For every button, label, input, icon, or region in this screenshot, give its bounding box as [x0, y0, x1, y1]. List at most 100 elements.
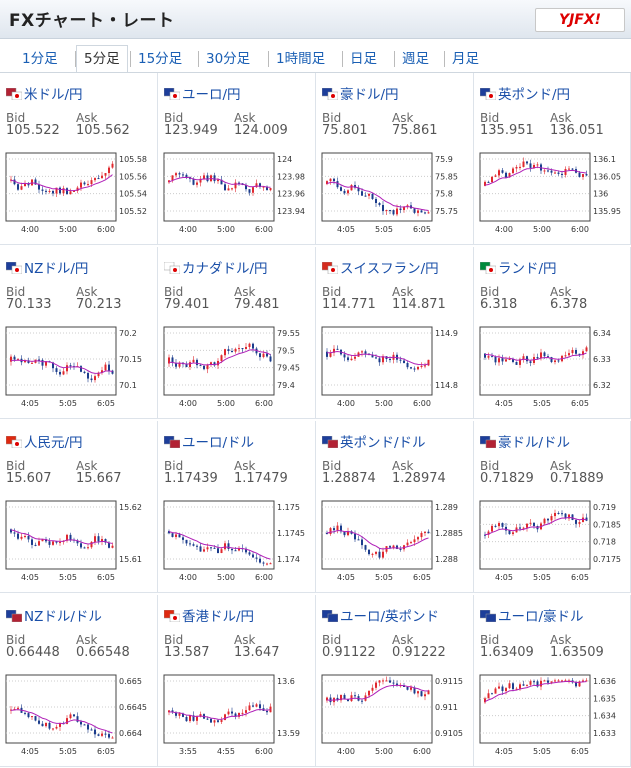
ask-label: Ask	[234, 285, 256, 299]
rate-card[interactable]: ユーロ/円 Bid Ask 123.949 124.009 124 123.98 123.96…	[158, 73, 316, 245]
tab-4[interactable]: 30分足	[206, 51, 251, 67]
pair-link[interactable]: ランド/円	[479, 257, 557, 277]
bid-label: Bid	[6, 633, 26, 647]
candlestick-chart[interactable]: 124 123.98 123.96 123.94 4:00 5:00 6:00	[162, 151, 312, 241]
candlestick-chart[interactable]: 6.34 6.33 6.32 4:05 5:05 6:05	[478, 325, 628, 415]
flag-ch-jp-icon	[321, 261, 339, 275]
candle-body	[192, 178, 195, 185]
candle-body	[491, 176, 493, 183]
rate-card[interactable]: 英ポンド/ドル Bid Ask 1.28874 1.28974 1.289 1.2885 1.…	[316, 421, 474, 593]
candle-body	[259, 558, 261, 563]
rate-card[interactable]: NZドル/円 Bid Ask 70.133 70.213 70.2 70.15 70.1 4:0…	[0, 247, 158, 419]
candle-body	[217, 360, 219, 366]
bid-label: Bid	[164, 633, 184, 647]
candlestick-chart[interactable]: 70.2 70.15 70.1 4:05 5:05 6:05	[4, 325, 154, 415]
candlestick-chart[interactable]: 1.636 1.635 1.634 1.633 4:05 5:05 6:05	[478, 673, 628, 763]
candle-body	[508, 359, 511, 361]
rate-card[interactable]: 豪ドル/円 Bid Ask 75.801 75.861 75.9 75.85 75.8 75.7…	[316, 73, 474, 245]
candle-body	[178, 362, 181, 367]
tab-1[interactable]: 1分足	[22, 51, 58, 67]
candlestick-chart[interactable]: 114.9 114.8 4:00 5:00 6:00	[320, 325, 470, 415]
candlestick-chart[interactable]: 15.62 15.61 4:05 5:05 6:05	[4, 499, 154, 589]
candlestick-chart[interactable]: 1.289 1.2885 1.288 4:05 5:05 6:05	[320, 499, 470, 589]
rate-card[interactable]: 豪ドル/ドル Bid Ask 0.71829 0.71889 0.719 0.7185 0.7…	[474, 421, 631, 593]
candle-body	[175, 534, 177, 537]
rate-card[interactable]: カナダドル/円 Bid Ask 79.401 79.481 79.55 79.5 79.45 7…	[158, 247, 316, 419]
pair-link[interactable]: ユーロ/英ポンド	[321, 605, 439, 625]
rate-card[interactable]: 香港ドル/円 Bid Ask 13.587 13.647 13.6 13.59 3:55 4:5…	[158, 595, 316, 767]
tab-5[interactable]: 1時間足	[276, 51, 326, 67]
pair-link[interactable]: ユーロ/円	[163, 83, 241, 103]
candle-body	[262, 353, 265, 358]
bid-label: Bid	[6, 459, 26, 473]
candle-body	[48, 541, 51, 545]
moving-average-line	[484, 166, 587, 186]
pair-link[interactable]: ユーロ/ドル	[163, 431, 254, 451]
candlestick-chart[interactable]: 136.1 136.05 136 135.95 4:00 5:00 6:00	[478, 151, 628, 241]
tab-7[interactable]: 週足	[402, 51, 429, 67]
rate-card[interactable]: ユーロ/ドル Bid Ask 1.17439 1.17479 1.175 1.1745 1.1…	[158, 421, 316, 593]
yjfx-logo[interactable]: YJFX!	[535, 8, 625, 32]
ask-label: Ask	[392, 459, 414, 473]
candle-body	[347, 699, 349, 702]
ask-value: 0.66548	[76, 645, 130, 660]
y-tick-label: 136.1	[593, 155, 616, 164]
pair-link[interactable]: ユーロ/豪ドル	[479, 605, 584, 625]
chart-frame	[5, 500, 117, 570]
ask-value: 114.871	[392, 297, 446, 312]
rate-card[interactable]: NZドル/ドル Bid Ask 0.66448 0.66548 0.665 0.6645 0.…	[0, 595, 158, 767]
y-tick-label: 0.7185	[593, 520, 621, 529]
rate-card[interactable]: 人民元/円 Bid Ask 15.607 15.667 15.62 15.61 4:05 5:0…	[0, 421, 158, 593]
candle-body	[526, 356, 528, 362]
pair-link[interactable]: 英ポンド/円	[479, 83, 570, 103]
candle-body	[484, 698, 486, 703]
moving-average-line	[168, 176, 271, 188]
tab-2[interactable]: 5分足	[76, 45, 128, 73]
rate-card[interactable]: ランド/円 Bid Ask 6.318 6.378 6.34 6.33 6.32 4:05 5:0…	[474, 247, 631, 419]
candle-body	[371, 354, 374, 358]
pair-link[interactable]: カナダドル/円	[163, 257, 268, 277]
rate-card[interactable]: 英ポンド/円 Bid Ask 135.951 136.051 136.1 136.05 136…	[474, 73, 631, 245]
candlestick-chart[interactable]: 79.55 79.5 79.45 79.4 4:00 5:00 6:00	[162, 325, 312, 415]
pair-link[interactable]: スイスフラン/円	[321, 257, 439, 277]
rate-card[interactable]: スイスフラン/円 Bid Ask 114.771 114.871 114.9 114.8 4:…	[316, 247, 474, 419]
tab-8[interactable]: 月足	[452, 51, 479, 67]
pair-link[interactable]: NZドル/ドル	[5, 605, 102, 625]
y-tick-label: 0.7175	[593, 555, 621, 564]
pair-link[interactable]: 米ドル/円	[5, 83, 83, 103]
pair-link[interactable]: 人民元/円	[5, 431, 83, 451]
candlestick-chart[interactable]: 105.58 105.56 105.54 105.52 4:00 5:00 6:00	[4, 151, 154, 241]
candle-body	[266, 710, 268, 713]
rate-card[interactable]: ユーロ/英ポンド Bid Ask 0.91122 0.91222 0.9115 0.911 0…	[316, 595, 474, 767]
candle-body	[175, 173, 177, 176]
rate-card[interactable]: 米ドル/円 Bid Ask 105.522 105.562 105.58 105.56 105…	[0, 73, 158, 245]
candle-body	[557, 172, 560, 174]
pair-link[interactable]: NZドル/円	[5, 257, 88, 277]
x-tick-label: 4:05	[21, 399, 39, 408]
rate-card[interactable]: ユーロ/豪ドル Bid Ask 1.63409 1.63509 1.636 1.635 1.6…	[474, 595, 631, 767]
candle-body	[487, 693, 490, 699]
pair-link[interactable]: 英ポンド/ドル	[321, 431, 426, 451]
tab-3[interactable]: 15分足	[138, 51, 183, 67]
tab-6[interactable]: 日足	[350, 51, 377, 67]
candle-body	[582, 680, 584, 682]
candle-body	[55, 726, 58, 729]
candlestick-chart[interactable]: 1.175 1.1745 1.174 4:00 5:00 6:00	[162, 499, 312, 589]
candle-body	[547, 170, 549, 172]
y-tick-label: 136	[593, 190, 608, 199]
ask-value: 136.051	[550, 123, 604, 138]
pair-link[interactable]: 豪ドル/ドル	[479, 431, 570, 451]
y-tick-label: 0.719	[593, 503, 616, 512]
candle-body	[385, 680, 388, 682]
candlestick-chart[interactable]: 0.9115 0.911 0.9105 4:00 5:00 6:00	[320, 673, 470, 763]
candle-body	[557, 360, 560, 362]
candle-body	[413, 539, 416, 543]
candle-body	[533, 681, 535, 683]
candlestick-chart[interactable]: 13.6 13.59 3:55 4:55 6:00	[162, 673, 312, 763]
pair-link[interactable]: 豪ドル/円	[321, 83, 399, 103]
candlestick-chart[interactable]: 75.9 75.85 75.8 75.75 4:05 5:05 6:05	[320, 151, 470, 241]
candlestick-chart[interactable]: 0.665 0.6645 0.664 4:05 5:05 6:05	[4, 673, 154, 763]
candle-body	[354, 533, 356, 540]
candlestick-chart[interactable]: 0.719 0.7185 0.718 0.7175 4:05 5:05 6:05	[478, 499, 628, 589]
pair-link[interactable]: 香港ドル/円	[163, 605, 254, 625]
